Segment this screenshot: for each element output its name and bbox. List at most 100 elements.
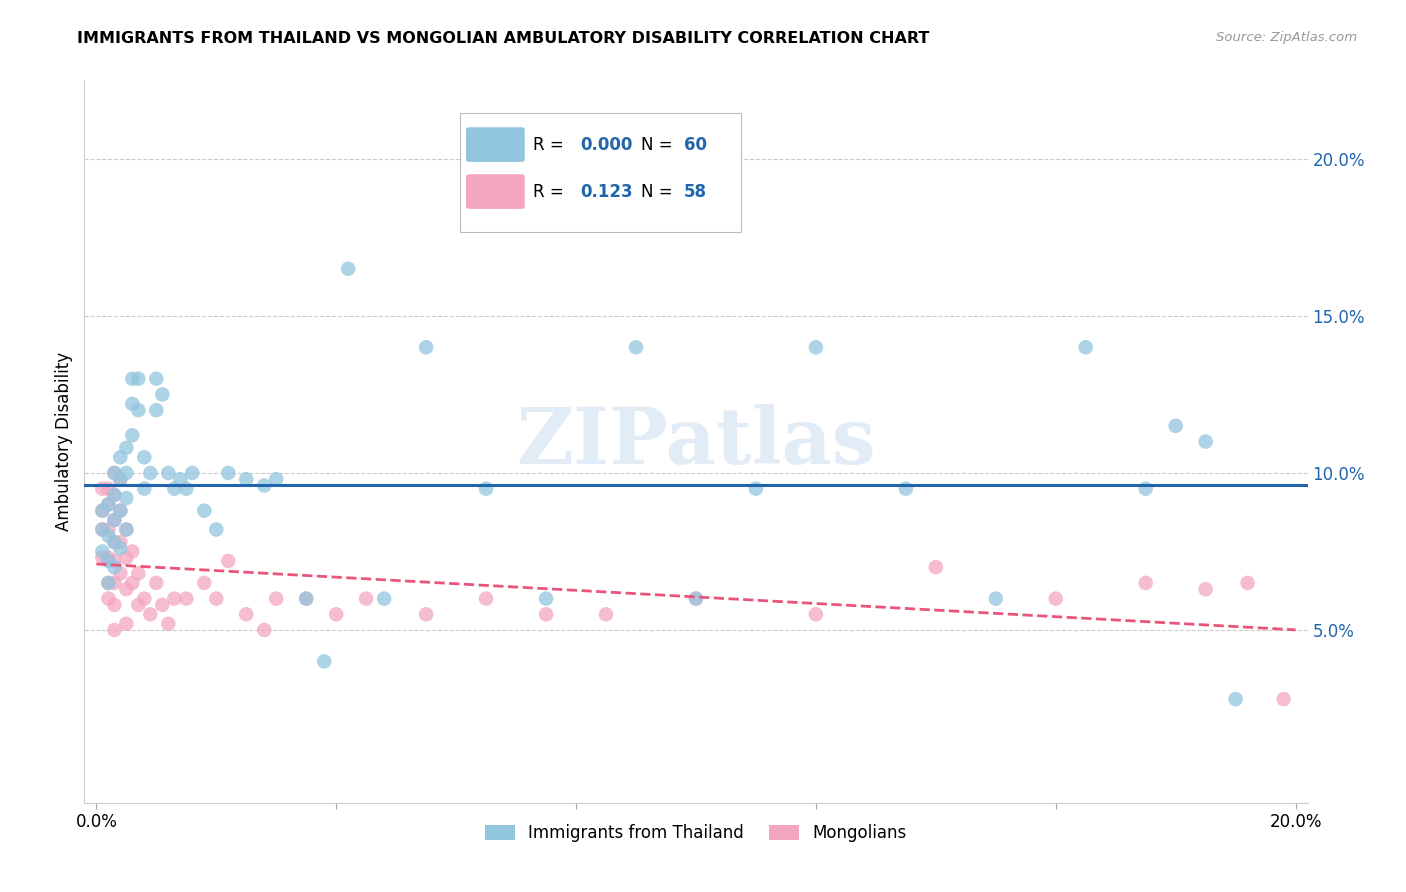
Point — [314, 655, 336, 669]
Point — [624, 340, 647, 354]
Point — [103, 513, 125, 527]
Point — [150, 387, 173, 401]
Point — [925, 560, 948, 574]
Point — [253, 623, 276, 637]
Point — [91, 544, 114, 558]
Point — [103, 488, 125, 502]
Point — [121, 575, 143, 590]
Point — [103, 554, 125, 568]
Point — [115, 466, 138, 480]
Point — [110, 566, 132, 581]
Point — [1195, 582, 1218, 597]
Point — [97, 591, 120, 606]
Point — [115, 523, 138, 537]
Text: R =: R = — [533, 136, 569, 153]
Point — [475, 591, 498, 606]
Point — [110, 541, 132, 556]
Point — [110, 472, 132, 486]
Point — [295, 591, 318, 606]
Point — [145, 403, 167, 417]
Point — [103, 466, 125, 480]
Point — [110, 535, 132, 549]
Point — [1225, 692, 1247, 706]
Point — [103, 598, 125, 612]
Point — [115, 441, 138, 455]
Point — [121, 428, 143, 442]
Point — [134, 450, 156, 465]
Point — [264, 591, 287, 606]
Point — [1164, 418, 1187, 433]
Point — [193, 503, 215, 517]
Point — [91, 503, 114, 517]
Text: 60: 60 — [683, 136, 707, 153]
Point — [121, 544, 143, 558]
Point — [110, 503, 132, 517]
Point — [97, 529, 120, 543]
Point — [804, 340, 827, 354]
FancyBboxPatch shape — [465, 128, 524, 162]
Point — [97, 550, 120, 565]
Point — [91, 503, 114, 517]
Point — [157, 616, 180, 631]
Point — [97, 575, 120, 590]
Point — [127, 372, 149, 386]
Point — [97, 575, 120, 590]
Point — [97, 554, 120, 568]
Point — [91, 523, 114, 537]
Point — [97, 523, 120, 537]
Point — [97, 482, 120, 496]
Point — [103, 623, 125, 637]
Point — [169, 472, 191, 486]
Point — [595, 607, 617, 622]
Point — [97, 497, 120, 511]
Point — [1236, 575, 1258, 590]
Point — [217, 554, 239, 568]
Y-axis label: Ambulatory Disability: Ambulatory Disability — [55, 352, 73, 531]
Point — [103, 513, 125, 527]
Point — [110, 503, 132, 517]
Point — [115, 523, 138, 537]
Point — [91, 482, 114, 496]
Point — [157, 466, 180, 480]
Point — [354, 591, 377, 606]
Point — [163, 591, 186, 606]
Point — [115, 491, 138, 505]
FancyBboxPatch shape — [460, 112, 741, 232]
Point — [103, 575, 125, 590]
Point — [103, 466, 125, 480]
Point — [145, 575, 167, 590]
Text: R =: R = — [533, 183, 569, 202]
Point — [894, 482, 917, 496]
Point — [91, 523, 114, 537]
Point — [205, 523, 228, 537]
Text: 0.123: 0.123 — [579, 183, 633, 202]
Point — [110, 472, 132, 486]
Point — [110, 450, 132, 465]
Text: 0.000: 0.000 — [579, 136, 633, 153]
Point — [1135, 575, 1157, 590]
Point — [115, 550, 138, 565]
Point — [91, 550, 114, 565]
Point — [337, 261, 360, 276]
Point — [264, 472, 287, 486]
Point — [415, 340, 437, 354]
Point — [145, 372, 167, 386]
Point — [745, 482, 768, 496]
Point — [1195, 434, 1218, 449]
Point — [1074, 340, 1097, 354]
Point — [235, 472, 257, 486]
Point — [475, 482, 498, 496]
Point — [115, 616, 138, 631]
FancyBboxPatch shape — [465, 174, 524, 209]
Point — [103, 535, 125, 549]
Point — [103, 488, 125, 502]
Point — [1272, 692, 1295, 706]
Point — [103, 560, 125, 574]
Point — [205, 591, 228, 606]
Point — [534, 591, 557, 606]
Point — [295, 591, 318, 606]
Point — [984, 591, 1007, 606]
Point — [139, 607, 162, 622]
Point — [115, 582, 138, 597]
Point — [121, 397, 143, 411]
